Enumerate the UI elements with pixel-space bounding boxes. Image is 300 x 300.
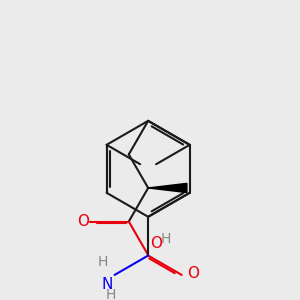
Polygon shape <box>148 183 187 193</box>
Text: H: H <box>160 232 170 246</box>
Text: O: O <box>187 266 199 280</box>
Text: H: H <box>98 255 108 269</box>
Text: O: O <box>77 214 89 229</box>
Text: N: N <box>101 277 113 292</box>
Text: H: H <box>106 288 116 300</box>
Text: O: O <box>150 236 162 251</box>
